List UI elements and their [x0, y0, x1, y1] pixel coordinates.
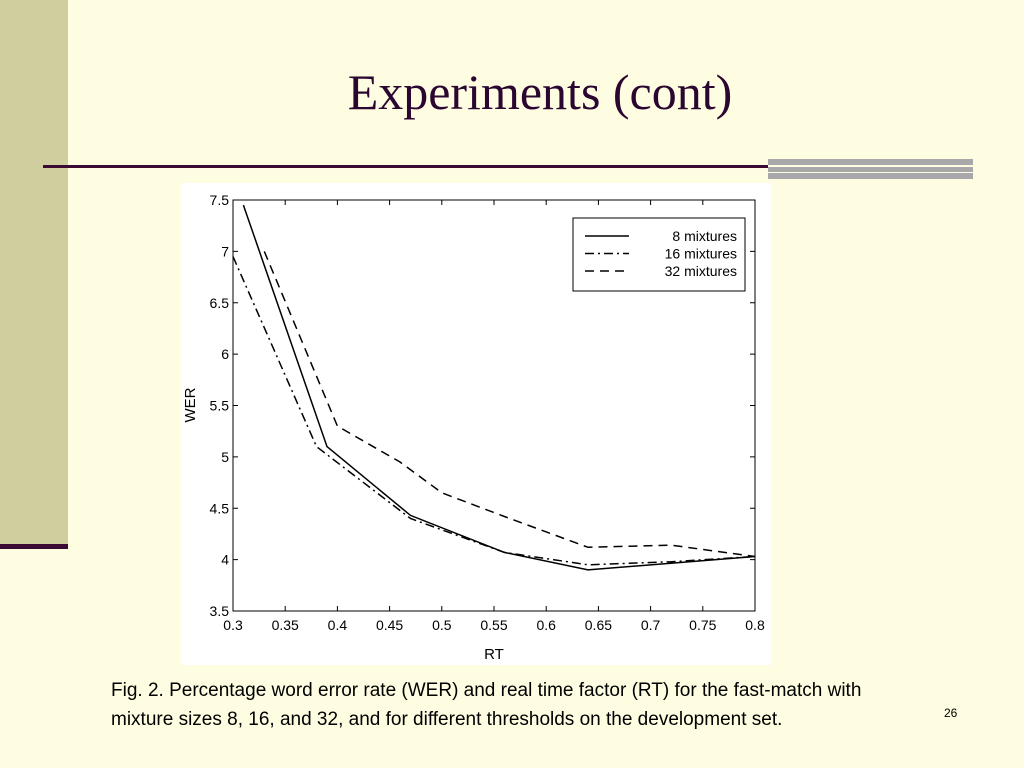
series-line-1	[242, 204, 756, 571]
title-divider	[43, 165, 973, 168]
x-tick-label: 0.6	[536, 617, 556, 633]
y-axis-label: WER	[182, 387, 199, 422]
y-tick-label: 4	[221, 552, 229, 568]
y-tick-label: 6.5	[210, 295, 230, 311]
y-tick-label: 6	[221, 346, 229, 362]
legend-label: 32 mixtures	[665, 263, 737, 279]
legend-box	[572, 217, 746, 292]
x-tick-label: 0.35	[272, 617, 299, 633]
x-tick-label: 0.45	[376, 617, 403, 633]
series-lines	[232, 204, 756, 571]
x-tick-label: 0.4	[328, 617, 348, 633]
title-accent-bar	[768, 159, 973, 179]
x-tick-label: 0.55	[480, 617, 507, 633]
series-line-3	[263, 251, 756, 558]
x-tick-label: 0.65	[585, 617, 612, 633]
x-tick-label: 0.3	[223, 617, 243, 633]
y-tick-label: 7	[221, 243, 229, 259]
slide-title: Experiments (cont)	[347, 64, 733, 120]
left-band-edge	[0, 544, 68, 549]
wer-rt-chart: 0.3 0.35 0.4 0.45 0.5 0.55 0.6 0.65 0.7 0.75 0.8 3.…	[182, 192, 765, 663]
x-tick-label: 0.75	[689, 617, 716, 633]
x-tick-label: 0.7	[641, 617, 661, 633]
x-tick-label: 0.5	[432, 617, 452, 633]
figure-caption: Fig. 2. Percentage word error rate (WER)…	[111, 680, 862, 730]
y-tick-label: 5.5	[210, 398, 230, 414]
legend-label: 8 mixtures	[672, 228, 737, 244]
left-decorative-band	[0, 0, 68, 546]
x-tick-label: 0.8	[745, 617, 765, 633]
legend-label: 16 mixtures	[665, 246, 737, 262]
chart-panel: 0.3 0.35 0.4 0.45 0.5 0.55 0.6 0.65 0.7 0.75 0.8 3.…	[181, 183, 771, 665]
y-tick-label: 4.5	[210, 500, 230, 516]
axis-ticks: 0.3 0.35 0.4 0.45 0.5 0.55 0.6 0.65 0.7 0.75 0.8 3.…	[210, 192, 765, 633]
series-line-2	[232, 256, 756, 566]
y-tick-label: 5	[221, 449, 229, 465]
x-axis-label: RT	[484, 646, 504, 663]
y-tick-label: 3.5	[210, 603, 230, 619]
y-tick-label: 7.5	[210, 192, 230, 208]
slide-number: 26	[944, 706, 958, 720]
